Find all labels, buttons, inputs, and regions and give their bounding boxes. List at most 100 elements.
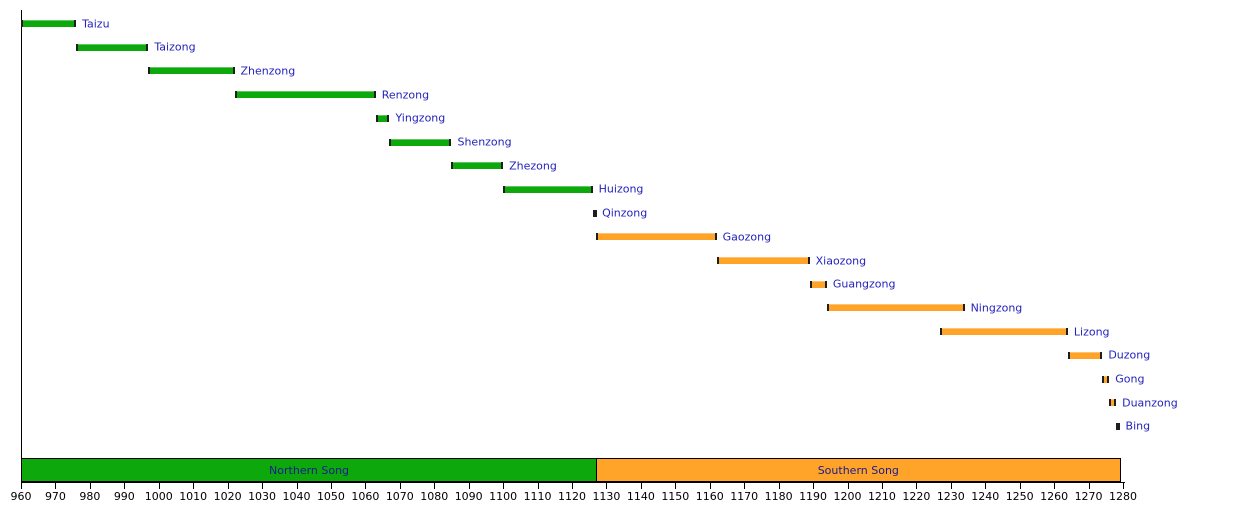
- axis-tick-label: 1130: [592, 490, 621, 503]
- gantt-bar-xiaozong: [716, 257, 810, 264]
- bar-label-gong: Gong: [1115, 372, 1145, 386]
- axis-tick-label: 1260: [1040, 490, 1069, 503]
- axis-tick-label: 1080: [420, 490, 449, 503]
- axis-tick: [813, 483, 815, 489]
- axis-tick-label: 980: [79, 490, 101, 503]
- axis-tick: [503, 483, 505, 489]
- axis-tick-label: 990: [113, 490, 135, 503]
- axis-tick-label: 1110: [523, 490, 552, 503]
- axis-tick-label: 960: [10, 490, 32, 503]
- axis-tick-label: 1100: [489, 490, 518, 503]
- bar-label-duanzong: Duanzong: [1122, 396, 1178, 410]
- axis-tick: [434, 483, 436, 489]
- axis-tick: [296, 483, 298, 489]
- bar-label-zhenzong: Zhenzong: [240, 64, 296, 78]
- axis-tick: [468, 483, 470, 489]
- gantt-bar-lizong: [940, 328, 1068, 336]
- axis-tick: [55, 483, 57, 489]
- axis-tick: [537, 483, 539, 489]
- axis-tick-label: 1240: [971, 490, 1000, 503]
- axis-tick-label: 1220: [902, 490, 931, 503]
- gantt-bar-ningzong: [826, 304, 965, 312]
- axis-tick-label: 1280: [1109, 490, 1137, 503]
- axis-tick: [1054, 483, 1056, 489]
- axis-tick-label: 1000: [144, 490, 173, 503]
- axis-tick-label: 1180: [764, 490, 793, 503]
- axis-tick: [193, 483, 195, 489]
- axis-tick-label: 1060: [351, 490, 380, 503]
- axis-tick: [916, 483, 918, 489]
- axis-tick: [262, 483, 264, 489]
- gantt-bar-taizu: [21, 20, 77, 27]
- axis-tick-label: 1050: [316, 490, 345, 503]
- gantt-bar-duzong: [1067, 351, 1103, 359]
- axis-tick: [1019, 483, 1021, 489]
- gantt-bar-guangzong: [809, 280, 827, 288]
- bar-label-guangzong: Guangzong: [832, 277, 896, 291]
- bar-label-ningzong: Ningzong: [970, 301, 1023, 315]
- axis-tick: [709, 483, 711, 489]
- axis-tick-label: 1200: [833, 490, 862, 503]
- axis-tick: [985, 483, 987, 489]
- axis-tick: [744, 483, 746, 489]
- axis-tick-label: 1140: [626, 490, 655, 503]
- axis-tick-label: 1030: [248, 490, 277, 503]
- period-label: Southern Song: [817, 463, 899, 477]
- axis-tick: [89, 483, 91, 489]
- axis-tick: [847, 483, 849, 489]
- axis-tick: [881, 483, 883, 489]
- axis-tick-label: 1250: [1005, 490, 1034, 503]
- gantt-bar-taizong: [76, 43, 149, 51]
- gantt-bar-qinzong: [592, 209, 597, 217]
- axis-tick-label: 970: [44, 490, 66, 503]
- gantt-bar-gaozong: [596, 233, 717, 241]
- axis-tick-label: 1210: [867, 490, 896, 503]
- bar-label-qinzong: Qinzong: [602, 206, 648, 220]
- bar-label-lizong: Lizong: [1073, 325, 1110, 339]
- axis-tick: [158, 483, 160, 489]
- gantt-bar-zhenzong: [148, 67, 235, 75]
- gantt-bar-bing: [1116, 422, 1121, 430]
- axis-tick-label: 1090: [454, 490, 483, 503]
- axis-tick: [606, 483, 608, 489]
- gantt-bar-renzong: [234, 91, 376, 99]
- axis-tick: [778, 483, 780, 489]
- period-band-southern-song: Southern Song: [596, 458, 1121, 482]
- axis-tick-label: 1120: [558, 490, 586, 503]
- bar-label-renzong: Renzong: [381, 88, 430, 102]
- bar-label-xiaozong: Xiaozong: [815, 254, 867, 267]
- y-axis-line: [21, 10, 22, 483]
- axis-tick-label: 1270: [1074, 490, 1103, 503]
- bar-label-huizong: Huizong: [598, 182, 644, 196]
- axis-tick-label: 1020: [213, 490, 242, 503]
- axis-tick-label: 1170: [730, 490, 759, 503]
- axis-tick-label: 1040: [282, 490, 311, 503]
- bar-label-taizong: Taizong: [154, 40, 196, 54]
- axis-tick: [1123, 483, 1124, 489]
- axis-tick-label: 1230: [936, 490, 965, 503]
- period-label: Northern Song: [269, 463, 350, 477]
- axis-tick-label: 1190: [799, 490, 828, 503]
- gantt-bar-zhezong: [451, 162, 504, 170]
- gantt-bar-yingzong: [375, 114, 390, 122]
- axis-tick-label: 1010: [179, 490, 208, 503]
- gantt-bar-huizong: [503, 185, 593, 193]
- axis-tick: [675, 483, 677, 489]
- gantt-bar-shenzong: [389, 138, 452, 146]
- axis-tick: [572, 483, 573, 489]
- bar-label-shenzong: Shenzong: [457, 135, 512, 149]
- period-band-northern-song: Northern Song: [21, 458, 598, 482]
- axis-tick-label: 1150: [661, 490, 690, 503]
- axis-tick: [330, 483, 332, 489]
- bar-label-zhezong: Zhezong: [509, 159, 557, 173]
- bar-label-taizu: Taizu: [82, 17, 110, 30]
- axis-tick: [124, 483, 126, 489]
- bar-label-yingzong: Yingzong: [395, 111, 446, 125]
- bar-label-duzong: Duzong: [1108, 348, 1151, 362]
- axis-tick-label: 1070: [385, 490, 414, 503]
- axis-tick-label: 1160: [695, 490, 724, 503]
- axis-tick: [21, 483, 22, 489]
- x-axis-line: [21, 482, 1125, 483]
- axis-tick: [950, 483, 952, 489]
